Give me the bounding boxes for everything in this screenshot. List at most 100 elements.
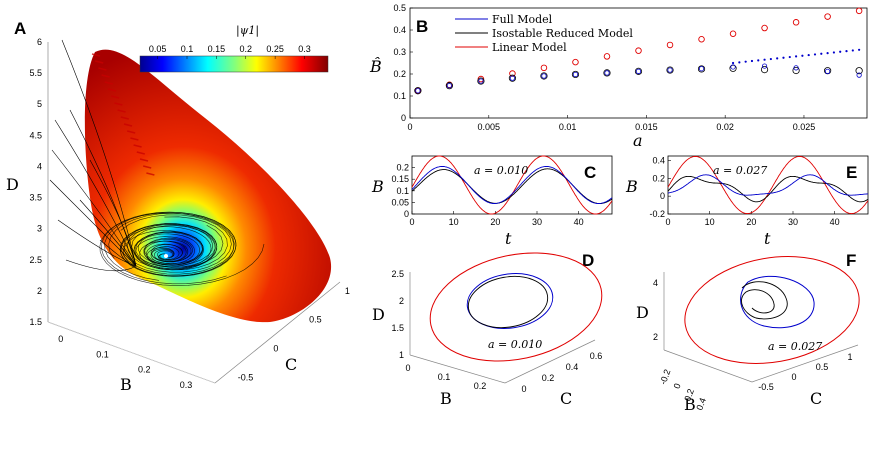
d-ticks: 1 1.5 2 2.5 0 0.1 0.2 0 0.2 0.4 0.6 [391,269,602,394]
ts-x-tick-label: 20 [746,217,756,227]
legend-entry-linear: Linear Model [492,41,567,54]
d-c-tick-label: 0.6 [590,351,603,361]
colorbar-tick-label: 0.25 [266,44,284,54]
f-b-tick-label: -0.2 [658,368,673,386]
f-iso-orbit [741,281,788,320]
colorbar-tick-label: 0.3 [298,44,311,54]
f-linear-orbit [684,256,860,364]
a-b-tick-label: 0.1 [96,349,109,359]
d-d-axis-label: D [372,305,385,324]
a-b-axis-label: B [120,375,132,394]
f-c-tick-label: -0.5 [758,382,774,392]
panel-b: B 0 0.005 0.01 0.015 0.02 0.02500.10.20.30.40… [369,3,868,150]
ts-y-tick-label: 0.15 [391,174,409,184]
colorbar-tick-label: 0.1 [181,44,194,54]
b-full-marker [415,88,421,94]
approach-line [99,239,137,267]
b-full-upper-dot [750,59,754,63]
b-axes-frame [409,7,868,119]
b-linear-marker [666,41,674,49]
f-b-tick-label: 0 [672,382,683,390]
colorbar [139,55,329,73]
d-linear-orbit [429,252,603,362]
d-iso-orbit [467,275,549,329]
b-full-upper-dot [788,55,791,59]
b-full-upper-dot [839,50,842,53]
a-c-tick-label: -0.5 [238,372,254,382]
a-b-tick-label: 0.3 [180,380,193,390]
a-c-ticks: -0.5 0 0.5 1 [238,286,350,383]
a-d-tick-label: 1.5 [29,317,42,327]
a-d-tick-label: 2 [37,286,42,296]
trajectory-lines [49,39,265,286]
b-full-upper-dot [845,50,848,53]
f-b-axis-label: B [684,395,696,414]
approach-line [69,109,137,267]
d-b-tick-label: 0.1 [438,372,451,382]
approach-line [79,199,137,267]
d-c-axis-label: C [560,389,572,408]
panel-label-d: D [582,251,594,270]
b-full-marker [572,71,579,78]
trajectory-line [127,216,228,271]
b-y-tick-label: 0.3 [393,47,406,57]
f-c-tick-label: 0 [791,372,796,382]
b-x-tick-label: 0.025 [793,122,816,132]
surface-streak [139,158,149,162]
b-iso-marker [666,66,674,74]
b-full-marker [635,68,642,74]
ts-x-tick-label: 30 [788,217,798,227]
panel-a: A 1.522.533.544.555.56 00.10.20.3 -0.500… [6,19,350,394]
b-full-upper-dot [851,49,854,52]
a-b-tick-label: 0.2 [138,365,151,375]
b-iso-marker [760,66,769,74]
b-iso-marker [603,69,611,77]
a-c-tick-label: 0.5 [309,315,322,325]
e-ticks: 0 10 20 30 40-0.200.20.4 [649,155,839,227]
b-iso-marker [540,72,548,80]
a-d-tick-label: 3.5 [29,193,42,203]
surface-streak [95,60,104,64]
b-iso-marker [477,77,485,85]
ts-x-tick-label: 10 [705,217,715,227]
surface-streak [111,95,120,99]
b-linear-marker [792,19,800,26]
panel-label-b: B [416,17,428,36]
b-full-upper-dot [782,56,785,59]
b-ticks: 0 0.005 0.01 0.015 0.02 0.025 0 0.1 0.2 0.3 0.4 0.5 [393,3,815,132]
a-c-axis-label: C [285,355,297,374]
b-linear-marker [540,64,548,72]
c-y-axis-label: B [371,177,384,196]
b-full-upper-dot [738,61,741,64]
surface-streak [146,172,155,176]
b-full-upper-dot [801,54,804,57]
b-full-upper-dot [858,48,861,51]
surface-streak [123,123,133,127]
b-linear-marker [572,58,579,66]
surface-streak [133,144,142,148]
b-linear-marker [855,7,863,15]
b-x-tick-label: 0.02 [716,122,734,132]
f-b-tick-label: 0.4 [694,396,708,411]
surface-streak [120,116,129,120]
b-y-axis-label: B̂ [369,57,382,76]
b-full-upper-dot [820,52,823,55]
approach-line [51,149,137,267]
surface-streak [91,53,101,57]
panel-label-f: F [846,251,856,270]
d-b-tick-label: 0 [405,363,410,373]
b-full-marker [761,63,768,69]
d-d-tick-label: 1.5 [391,323,404,333]
ts-y-tick-label: 0.2 [396,163,409,173]
d-c-tick-label: 0.2 [542,373,555,383]
b-iso-marker [571,70,580,79]
ts-y-tick-label: 0.2 [652,173,665,183]
c-series-lines [411,155,613,215]
b-full-marker [478,78,484,84]
b-y-tick-label: 0.1 [393,91,406,101]
trajectory-line [131,225,224,268]
b-full-upper-dot [794,55,798,58]
b-iso-marker [697,65,706,73]
c-full-line [411,165,613,205]
